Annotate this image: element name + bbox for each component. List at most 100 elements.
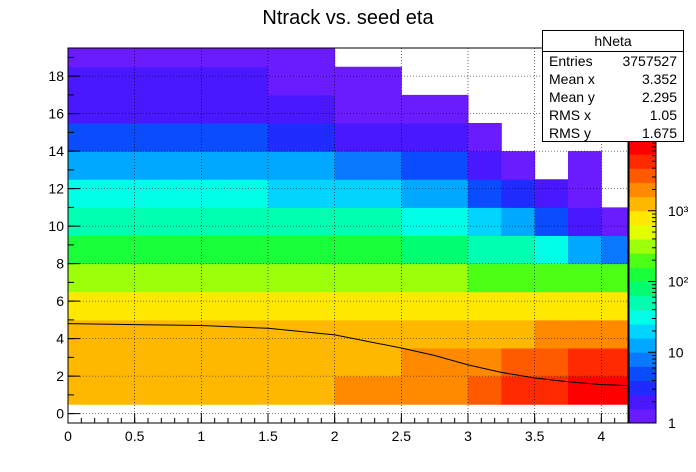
stats-value: 2.295 — [641, 89, 677, 105]
heatmap-cell — [401, 376, 469, 405]
heatmap-cell — [134, 348, 202, 377]
heatmap-cell — [134, 123, 202, 152]
heatmap-cell — [201, 207, 269, 236]
palette-swatch — [629, 380, 656, 396]
heatmap-cell — [334, 291, 402, 321]
palette-swatch — [629, 338, 656, 353]
stats-value: 3757527 — [622, 53, 677, 69]
stats-value: 1.05 — [649, 107, 677, 123]
palette-swatch — [629, 394, 656, 410]
stats-row-mean-x: Mean x 3.352 — [543, 70, 683, 88]
heatmap-cell — [601, 207, 629, 236]
y-tick-label: 18 — [48, 68, 64, 84]
heatmap-cell — [201, 263, 269, 293]
heatmap-cell — [501, 179, 536, 208]
palette-swatch — [629, 140, 656, 155]
heatmap-cell — [134, 376, 202, 405]
heatmap-cell — [401, 263, 469, 293]
heatmap-cell — [268, 66, 336, 96]
heatmap-cell — [268, 207, 336, 236]
palette-tick-label: 10² — [668, 274, 689, 290]
heatmap-cell — [534, 348, 569, 377]
heatmap-cell — [68, 207, 136, 236]
heatmap-cell — [134, 235, 202, 265]
y-tick-label: 6 — [56, 293, 64, 309]
heatmap-cell — [534, 235, 569, 265]
palette-swatch — [629, 239, 656, 254]
stats-label: Mean x — [549, 71, 595, 87]
heatmap-cell — [68, 179, 136, 208]
x-tick-label: 2 — [331, 428, 339, 444]
heatmap-cell — [501, 151, 536, 180]
heatmap-cell — [468, 291, 502, 321]
stats-row-rms-x: RMS x 1.05 — [543, 106, 683, 124]
heatmap-cell — [334, 207, 402, 236]
heatmap-cell — [601, 348, 629, 377]
heatmap-cell — [201, 376, 269, 405]
heatmap-cell — [334, 319, 402, 349]
x-tick-label: 1.5 — [258, 428, 278, 444]
heatmap-cell — [68, 263, 136, 293]
palette-swatch — [629, 210, 656, 226]
heatmap-cell — [534, 291, 569, 321]
heatmap-cell — [534, 319, 569, 349]
heatmap-cell — [401, 151, 469, 180]
palette-tick-label: 1 — [668, 415, 676, 431]
stats-row-mean-y: Mean y 2.295 — [543, 88, 683, 106]
x-tick-label: 3 — [464, 428, 472, 444]
palette-swatch — [629, 154, 656, 169]
heatmap-cell — [268, 179, 336, 208]
palette-swatch — [629, 295, 656, 311]
heatmap-cell — [501, 319, 536, 349]
heatmap-cell — [68, 348, 136, 377]
heatmap-cell — [601, 319, 629, 349]
chart-title: Ntrack vs. seed eta — [262, 7, 434, 29]
heatmap-cell — [68, 151, 136, 180]
x-tick-label: 2.5 — [392, 428, 412, 444]
heatmap-cell — [134, 151, 202, 180]
heatmap-cell — [201, 235, 269, 265]
heatmap-cell — [401, 319, 469, 349]
heatmap-cell — [201, 66, 269, 96]
heatmap-cell — [201, 348, 269, 377]
heatmap-cell — [401, 207, 469, 236]
y-tick-label: 10 — [48, 218, 64, 234]
profile-curve — [67, 323, 629, 386]
stats-label: RMS x — [549, 107, 591, 123]
heatmap-cell — [268, 263, 336, 293]
y-tick-label: 0 — [56, 406, 64, 422]
stats-label: RMS y — [549, 125, 591, 141]
x-tick-label: 0.5 — [125, 428, 145, 444]
heatmap-cell — [334, 151, 402, 180]
heatmap-cell — [601, 263, 629, 293]
heatmap-cell — [268, 48, 336, 68]
heatmap-cell — [201, 291, 269, 321]
heatmap-cell — [468, 263, 502, 293]
heatmap-cell — [201, 48, 269, 68]
heatmap-cell — [334, 235, 402, 265]
heatmap-cell — [568, 263, 602, 293]
heatmap-cell — [68, 66, 136, 96]
palette-swatch — [629, 366, 656, 382]
palette-swatch — [629, 281, 656, 297]
heatmap-cell — [601, 235, 629, 265]
heatmap-cell — [401, 179, 469, 208]
heatmap-cell — [334, 94, 402, 124]
heatmap-cell — [134, 94, 202, 124]
heatmap-cell — [134, 263, 202, 293]
stats-box: hNeta Entries 3757527 Mean x 3.352 Mean … — [542, 30, 684, 142]
heatmap-cell — [468, 207, 502, 236]
palette-swatch — [629, 196, 656, 212]
heatmap-cell — [201, 319, 269, 349]
heatmap-cell — [601, 291, 629, 321]
x-tick-label: 3.5 — [525, 428, 545, 444]
grid-lines — [67, 48, 628, 423]
heatmap-cell — [501, 207, 536, 236]
heatmap-cell — [268, 151, 336, 180]
heatmap-cell — [334, 376, 402, 405]
heatmap-cell — [468, 235, 502, 265]
heatmap-cell — [334, 66, 402, 96]
heatmap-cell — [501, 348, 536, 377]
heatmap-cell — [468, 123, 502, 152]
